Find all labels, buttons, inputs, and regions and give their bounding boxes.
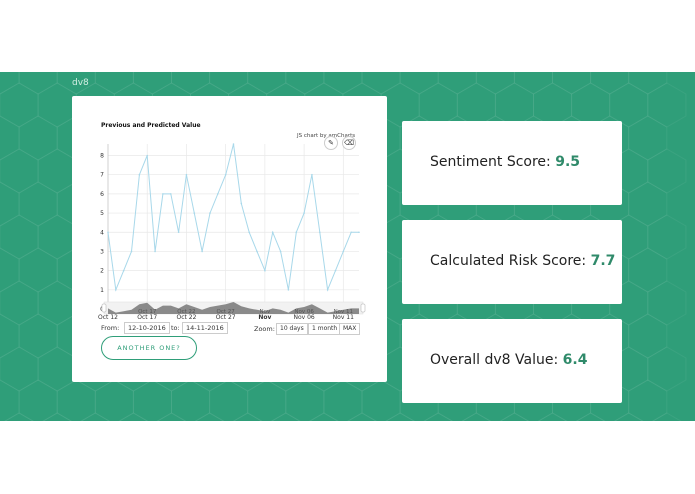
scrollbar-label: Oct 22 — [177, 309, 195, 315]
data-point — [217, 193, 219, 195]
brand-label: dv8 — [72, 78, 89, 88]
data-point — [311, 173, 313, 176]
y-tick-label: 3 — [100, 248, 104, 255]
y-tick-label: 6 — [100, 191, 104, 198]
y-tick-label: 1 — [100, 287, 104, 294]
data-point — [107, 231, 109, 234]
from-date-input[interactable]: 12-10-2016 — [124, 322, 170, 334]
scrollbar-label: Nov — [260, 309, 271, 315]
scrollbar-right-handle — [360, 303, 366, 313]
data-point — [295, 231, 298, 234]
data-point — [358, 231, 360, 234]
x-tick-label: Oct 22 — [176, 314, 196, 321]
scrollbar-label: Oct 17 — [138, 309, 157, 315]
hero-band: dv8 Previous and Predicted Value JS char… — [0, 72, 695, 421]
overall-value-text: Overall dv8 Value: 6.4 — [430, 352, 587, 368]
data-point — [248, 231, 250, 234]
data-point — [209, 212, 211, 214]
data-point — [264, 269, 266, 272]
x-tick-label: Oct 12 — [98, 314, 118, 321]
chart-credit[interactable]: JS chart by amCharts — [297, 133, 356, 139]
data-point — [318, 231, 321, 234]
risk-score-text: Calculated Risk Score: 7.7 — [430, 253, 615, 269]
scrollbar-label: Oct 27 — [217, 309, 236, 315]
sentiment-score-label: Sentiment Score: — [430, 154, 551, 170]
data-point — [342, 250, 345, 253]
zoom-10-days-button[interactable]: 10 days — [276, 323, 308, 335]
to-label: to: — [171, 324, 180, 332]
to-date-input[interactable]: 14-11-2016 — [182, 322, 228, 334]
overall-value-label: Overall dv8 Value: — [430, 352, 559, 368]
pencil-icon[interactable]: ✎ — [324, 136, 338, 150]
data-point — [240, 202, 243, 205]
chart-card: Previous and Predicted Value JS chart by… — [72, 96, 387, 382]
x-tick-label: Nov 06 — [293, 314, 314, 321]
chart-title: Previous and Predicted Value — [101, 122, 201, 129]
data-point — [130, 250, 133, 253]
data-point — [115, 289, 117, 291]
zoom-label: Zoom: — [254, 325, 275, 333]
y-tick-label: 8 — [100, 153, 104, 160]
risk-score-card: Calculated Risk Score: 7.7 — [402, 220, 622, 304]
x-tick-label: Nov — [258, 314, 271, 321]
data-point — [193, 212, 196, 214]
data-point — [138, 173, 141, 176]
data-point — [279, 250, 282, 253]
another-one-button[interactable]: ANOTHER ONE? — [101, 336, 197, 360]
overall-value-value: 6.4 — [562, 352, 588, 368]
data-point — [169, 193, 172, 195]
y-tick-label: 2 — [100, 268, 104, 275]
sentiment-score-value: 9.5 — [555, 154, 581, 170]
data-point — [224, 173, 227, 176]
data-point — [232, 143, 235, 145]
eraser-icon[interactable]: ⌫ — [342, 136, 356, 150]
data-point — [154, 250, 156, 253]
data-point — [326, 289, 329, 291]
data-point — [146, 154, 149, 157]
y-tick-label: 7 — [100, 172, 104, 179]
risk-score-label: Calculated Risk Score: — [430, 253, 587, 269]
data-point — [350, 231, 352, 234]
data-point — [185, 173, 188, 176]
scrollbar-left-handle — [101, 303, 107, 313]
y-tick-label: 4 — [100, 229, 104, 236]
data-point — [334, 269, 337, 272]
scrollbar-label: Nov 11 — [334, 309, 353, 315]
overall-value-card: Overall dv8 Value: 6.4 — [402, 319, 622, 403]
from-label: From: — [101, 324, 120, 332]
data-point — [271, 231, 274, 234]
x-tick-label: Nov 11 — [333, 314, 354, 321]
series-line — [107, 143, 359, 292]
sentiment-score-card: Sentiment Score: 9.5 — [402, 121, 622, 205]
data-point — [162, 193, 164, 195]
x-tick-label: Oct 27 — [216, 314, 236, 321]
zoom-1-month-button[interactable]: 1 month — [308, 323, 342, 335]
zoom-max-button[interactable]: MAX — [339, 323, 361, 335]
data-point — [256, 250, 258, 253]
sentiment-score-text: Sentiment Score: 9.5 — [430, 154, 580, 170]
scrollbar-label: Nov 06 — [294, 309, 314, 315]
x-tick-label: Oct 17 — [137, 314, 157, 321]
data-point — [201, 250, 203, 253]
data-point — [287, 289, 290, 291]
data-point — [122, 269, 125, 272]
y-tick-label: 5 — [100, 210, 104, 217]
scrollbar-preview — [108, 302, 359, 314]
data-point — [303, 212, 305, 214]
risk-score-value: 7.7 — [590, 253, 616, 269]
data-point — [177, 231, 180, 234]
